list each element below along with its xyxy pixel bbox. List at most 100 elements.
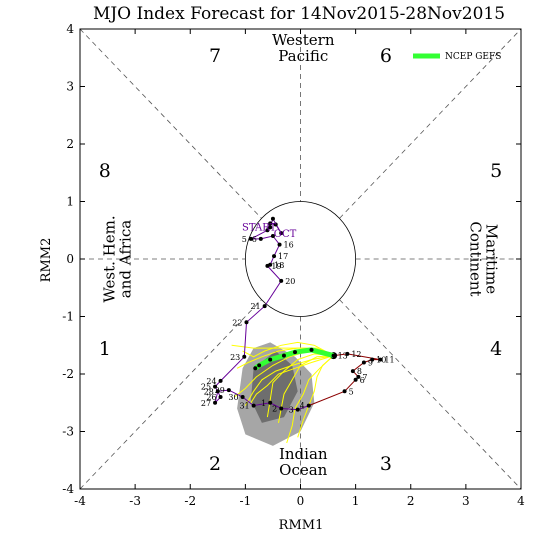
observed-point xyxy=(270,216,275,221)
observed-point xyxy=(215,389,220,394)
observed-point-label: 12 xyxy=(351,350,361,359)
observed-point-label: 4 xyxy=(300,402,305,411)
observed-point-label: 29 xyxy=(215,386,225,395)
chart-title: MJO Index Forecast for 14Nov2015-28Nov20… xyxy=(93,4,505,24)
ensemble-mean-point xyxy=(253,366,258,371)
ensemble-mean-point xyxy=(331,353,336,358)
observed-point xyxy=(265,263,270,268)
observed-point-label: 5 xyxy=(349,387,354,396)
observed-point-label: 20 xyxy=(285,277,295,286)
ensemble-mean-point xyxy=(309,347,314,352)
observed-point xyxy=(279,231,284,236)
observed-point xyxy=(370,357,375,362)
x-axis-label: RMM1 xyxy=(279,518,324,533)
observed-point-label: 26 xyxy=(206,393,216,402)
ensemble-mean xyxy=(253,347,336,371)
observed-point xyxy=(218,395,223,399)
observed-point xyxy=(268,225,273,230)
region-label-line: Continent xyxy=(466,221,484,296)
observed-point xyxy=(226,388,231,393)
guide-line xyxy=(79,299,262,490)
observed-point xyxy=(240,395,245,399)
x-tick-label: 0 xyxy=(297,494,305,508)
observed-point-label: 10 xyxy=(376,356,386,365)
observed-point-label: 24 xyxy=(206,377,216,386)
x-tick-label: -4 xyxy=(74,494,86,508)
observed-point xyxy=(279,406,284,411)
ensemble-member-line xyxy=(266,353,334,418)
observed-point xyxy=(258,236,263,241)
observed-point xyxy=(345,351,350,356)
y-tick-label: -1 xyxy=(62,310,74,324)
observed-point xyxy=(213,400,218,405)
y-tick-label: 2 xyxy=(66,137,74,151)
observed-point-label: 28 xyxy=(204,387,214,396)
x-tick-label: 3 xyxy=(462,494,470,508)
observed-point xyxy=(279,278,284,283)
phase-number: 6 xyxy=(380,45,392,67)
observed-point xyxy=(270,234,275,238)
observed-point-label: 31 xyxy=(239,402,249,411)
observed-point xyxy=(353,377,358,382)
observed-point xyxy=(244,320,249,325)
y-tick-label: -2 xyxy=(62,367,74,381)
ensemble-member-line xyxy=(286,355,334,444)
y-tick-label: 0 xyxy=(66,252,74,266)
region-label-line: Maritime xyxy=(482,224,500,294)
y-axis-label: RMM2 xyxy=(39,238,54,283)
guide-line xyxy=(79,28,262,219)
observed-point xyxy=(248,236,253,241)
observed-point-label: 6 xyxy=(360,376,365,385)
x-tick-label: -3 xyxy=(129,494,141,508)
ensemble-member-line xyxy=(242,341,334,358)
observed-point xyxy=(213,384,218,389)
observed-point xyxy=(277,242,282,247)
region-label: West. Hem.and Africa xyxy=(101,215,135,302)
region-label-line: Pacific xyxy=(278,47,328,65)
observed-point-label: 16 xyxy=(284,241,294,250)
observed-nov-line xyxy=(308,353,381,407)
phase-number: 5 xyxy=(490,160,502,182)
ensemble-mean-point xyxy=(292,350,297,355)
observed-point xyxy=(306,403,311,408)
y-tick-label: -3 xyxy=(62,425,74,439)
observed-point-label: 9 xyxy=(368,359,373,368)
observed-point xyxy=(268,221,273,226)
observed-point xyxy=(268,400,273,405)
observed-point-label: 8 xyxy=(357,367,362,376)
observed-point xyxy=(265,228,270,233)
guide-line xyxy=(339,299,522,490)
guide-line xyxy=(339,28,522,219)
observed-point-label: 1 xyxy=(261,399,266,408)
observed-point-label: 25 xyxy=(201,383,211,392)
observed-point-label: 7 xyxy=(362,373,367,382)
x-tick-label: -1 xyxy=(240,494,252,508)
phase-number: 8 xyxy=(99,160,111,182)
ensemble-mean-point xyxy=(257,363,262,368)
x-tick-label: -2 xyxy=(184,494,196,508)
x-tick-label: 4 xyxy=(517,494,525,508)
observed-point xyxy=(295,407,300,412)
phase-number: 7 xyxy=(209,45,221,67)
observed-point xyxy=(242,354,247,359)
ensemble-member-line xyxy=(244,355,334,406)
region-label-line: and Africa xyxy=(117,220,135,298)
phase-number: 4 xyxy=(490,338,502,360)
observed-point-label: 11 xyxy=(384,356,394,365)
x-tick-label: 2 xyxy=(407,494,415,508)
observed-point xyxy=(262,304,267,309)
ensemble-mean-point xyxy=(281,353,286,358)
track-annotation: OCT xyxy=(274,229,297,240)
y-tick-label: 4 xyxy=(66,22,74,36)
x-tick-label: 1 xyxy=(352,494,360,508)
observed-point-label: 2 xyxy=(272,405,277,414)
observed-point xyxy=(350,369,355,374)
ensemble-member-line xyxy=(250,355,334,404)
y-tick-label: 1 xyxy=(66,195,74,209)
observed-point xyxy=(251,403,256,408)
